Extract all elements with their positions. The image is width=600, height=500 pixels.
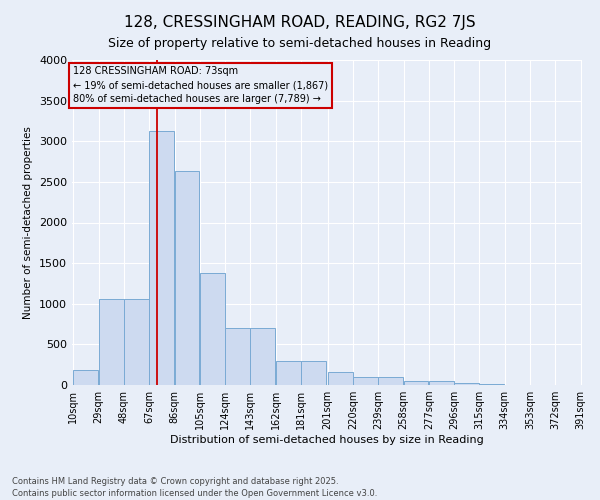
Bar xyxy=(328,372,353,385)
Bar xyxy=(175,172,199,385)
Bar xyxy=(200,273,225,385)
Bar xyxy=(479,384,505,385)
Bar xyxy=(276,362,301,385)
Bar xyxy=(454,383,479,385)
Bar xyxy=(404,380,428,385)
X-axis label: Distribution of semi-detached houses by size in Reading: Distribution of semi-detached houses by … xyxy=(170,435,484,445)
Bar xyxy=(98,299,124,385)
Text: 128 CRESSINGHAM ROAD: 73sqm
← 19% of semi-detached houses are smaller (1,867)
80: 128 CRESSINGHAM ROAD: 73sqm ← 19% of sem… xyxy=(73,66,328,104)
Bar xyxy=(149,130,174,385)
Bar xyxy=(378,378,403,385)
Text: 128, CRESSINGHAM ROAD, READING, RG2 7JS: 128, CRESSINGHAM ROAD, READING, RG2 7JS xyxy=(124,15,476,30)
Bar xyxy=(353,378,378,385)
Bar xyxy=(301,362,326,385)
Bar xyxy=(73,370,98,385)
Bar xyxy=(429,381,454,385)
Bar xyxy=(250,328,275,385)
Text: Contains HM Land Registry data © Crown copyright and database right 2025.
Contai: Contains HM Land Registry data © Crown c… xyxy=(12,476,377,498)
Bar xyxy=(225,328,250,385)
Y-axis label: Number of semi-detached properties: Number of semi-detached properties xyxy=(23,126,34,319)
Bar xyxy=(124,299,149,385)
Text: Size of property relative to semi-detached houses in Reading: Size of property relative to semi-detach… xyxy=(109,38,491,51)
